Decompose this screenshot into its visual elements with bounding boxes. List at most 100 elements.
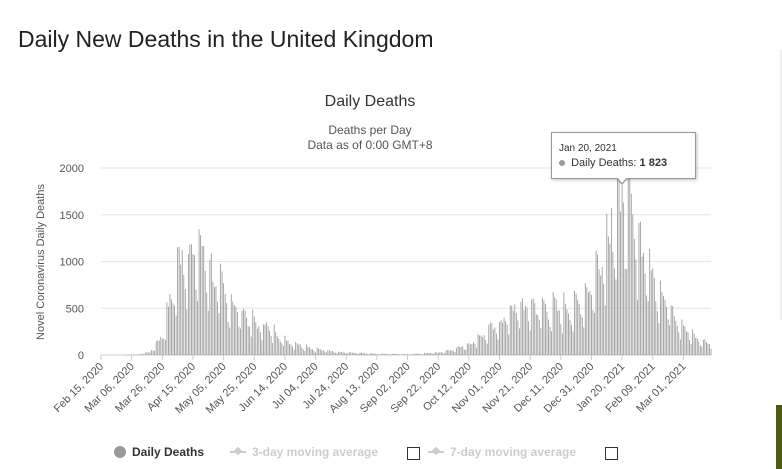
daily-deaths-bar[interactable] (502, 322, 503, 355)
daily-deaths-bar[interactable] (606, 213, 608, 355)
daily-deaths-bar[interactable] (520, 301, 522, 355)
daily-deaths-bar[interactable] (282, 345, 284, 355)
daily-deaths-bar[interactable] (243, 308, 244, 355)
daily-deaths-bar[interactable] (177, 247, 179, 355)
daily-deaths-bar[interactable] (437, 352, 439, 355)
daily-deaths-bar[interactable] (655, 301, 657, 355)
daily-deaths-bar[interactable] (321, 350, 323, 355)
daily-deaths-bar[interactable] (209, 259, 211, 355)
daily-deaths-bar[interactable] (166, 302, 168, 355)
daily-deaths-bar[interactable] (624, 269, 626, 355)
daily-deaths-bar[interactable] (569, 320, 571, 355)
daily-deaths-bar[interactable] (163, 338, 165, 355)
daily-deaths-bar[interactable] (278, 338, 280, 355)
daily-deaths-bar[interactable] (272, 343, 274, 355)
daily-deaths-bar[interactable] (506, 324, 508, 355)
daily-deaths-bar[interactable] (466, 343, 468, 355)
daily-deaths-bar[interactable] (682, 325, 684, 355)
daily-deaths-bar[interactable] (704, 339, 706, 355)
daily-deaths-bar[interactable] (459, 346, 461, 355)
daily-deaths-bar[interactable] (335, 352, 336, 355)
daily-deaths-bar[interactable] (374, 353, 376, 355)
checkbox-7-day-average[interactable] (605, 447, 618, 460)
daily-deaths-bar[interactable] (390, 354, 392, 355)
daily-deaths-bar[interactable] (132, 354, 134, 356)
daily-deaths-bar[interactable] (218, 313, 220, 355)
daily-deaths-bar[interactable] (377, 354, 379, 355)
daily-deaths-bar[interactable] (647, 301, 649, 355)
daily-deaths-bar[interactable] (514, 304, 516, 355)
daily-deaths-bar[interactable] (161, 338, 163, 355)
daily-deaths-bar[interactable] (344, 352, 346, 355)
daily-deaths-bar[interactable] (592, 310, 594, 355)
daily-deaths-bar[interactable] (214, 287, 215, 355)
daily-deaths-bar[interactable] (379, 354, 381, 355)
daily-deaths-bar[interactable] (702, 339, 704, 355)
daily-deaths-bar[interactable] (431, 353, 433, 355)
daily-deaths-bar[interactable] (318, 348, 320, 355)
daily-deaths-bar[interactable] (275, 332, 277, 355)
daily-deaths-bar[interactable] (692, 329, 694, 355)
daily-deaths-bar[interactable] (660, 280, 661, 355)
daily-deaths-bar[interactable] (246, 317, 248, 355)
daily-deaths-bar[interactable] (532, 298, 534, 355)
daily-deaths-bar[interactable] (154, 350, 156, 355)
daily-deaths-bar[interactable] (336, 353, 338, 355)
daily-deaths-bar[interactable] (705, 342, 707, 355)
daily-deaths-bar[interactable] (666, 306, 667, 355)
daily-deaths-bar[interactable] (140, 353, 142, 355)
daily-deaths-bar[interactable] (436, 352, 438, 355)
daily-deaths-bar[interactable] (528, 321, 530, 355)
daily-deaths-bar[interactable] (316, 347, 318, 355)
daily-deaths-bar[interactable] (477, 334, 479, 355)
daily-deaths-bar[interactable] (164, 340, 166, 355)
daily-deaths-bar[interactable] (463, 349, 465, 355)
daily-deaths-bar[interactable] (568, 313, 569, 355)
daily-deaths-bar[interactable] (670, 305, 672, 355)
daily-deaths-bar[interactable] (256, 328, 258, 355)
daily-deaths-bar[interactable] (388, 354, 390, 355)
daily-deaths-bar[interactable] (151, 350, 152, 355)
daily-deaths-bar[interactable] (615, 279, 617, 355)
daily-deaths-bar[interactable] (496, 333, 497, 355)
daily-deaths-bar[interactable] (212, 281, 214, 355)
daily-deaths-bar[interactable] (526, 307, 528, 355)
daily-deaths-bar[interactable] (184, 288, 186, 355)
daily-deaths-bar[interactable] (319, 349, 321, 355)
daily-deaths-bar[interactable] (621, 184, 623, 355)
daily-deaths-bar[interactable] (698, 341, 700, 355)
daily-deaths-bar[interactable] (186, 309, 188, 355)
daily-deaths-bar[interactable] (473, 342, 474, 355)
daily-deaths-bar[interactable] (614, 268, 615, 355)
daily-deaths-bar[interactable] (551, 331, 553, 355)
daily-deaths-bar[interactable] (632, 214, 634, 355)
daily-deaths-bar[interactable] (693, 333, 695, 355)
daily-deaths-bar[interactable] (630, 193, 632, 355)
daily-deaths-bar[interactable] (327, 350, 329, 355)
daily-deaths-bar[interactable] (439, 352, 441, 355)
daily-deaths-bar[interactable] (339, 352, 341, 355)
daily-deaths-bar[interactable] (699, 345, 701, 355)
daily-deaths-bar[interactable] (701, 346, 703, 355)
daily-deaths-bar[interactable] (397, 354, 399, 355)
daily-deaths-bar[interactable] (287, 340, 289, 355)
daily-deaths-bar[interactable] (364, 353, 366, 355)
daily-deaths-bar[interactable] (689, 340, 690, 355)
daily-deaths-bar[interactable] (220, 263, 221, 355)
daily-deaths-bar[interactable] (358, 353, 359, 355)
daily-deaths-bar[interactable] (640, 221, 641, 356)
daily-deaths-bar[interactable] (503, 317, 505, 355)
daily-deaths-bar[interactable] (687, 332, 689, 355)
daily-deaths-bar[interactable] (480, 335, 482, 355)
daily-deaths-bar[interactable] (224, 293, 226, 355)
daily-deaths-bar[interactable] (129, 354, 131, 356)
daily-deaths-bar[interactable] (172, 303, 174, 355)
daily-deaths-bar[interactable] (192, 254, 194, 355)
daily-deaths-bar[interactable] (446, 349, 448, 355)
daily-deaths-bar[interactable] (128, 354, 130, 356)
daily-deaths-bar[interactable] (549, 326, 551, 355)
daily-deaths-bar[interactable] (566, 309, 568, 355)
daily-deaths-bar[interactable] (325, 352, 327, 355)
daily-deaths-bar[interactable] (400, 354, 402, 356)
daily-deaths-bar[interactable] (359, 352, 361, 355)
